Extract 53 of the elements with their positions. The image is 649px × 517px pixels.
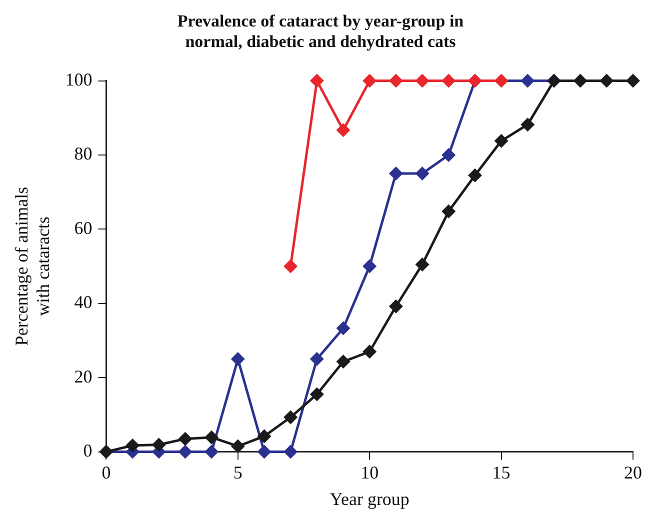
point: [415, 257, 430, 272]
point: [494, 134, 508, 148]
point: [520, 118, 535, 132]
x-tick-label: 15: [492, 462, 510, 482]
point: [178, 444, 192, 459]
x-tick-label: 20: [624, 462, 642, 482]
point: [204, 430, 219, 444]
point: [257, 444, 272, 459]
x-tick-label: 5: [233, 462, 242, 482]
x-axis-title: Year group: [330, 488, 410, 509]
point: [126, 438, 140, 452]
y-tick-label: 0: [83, 440, 92, 461]
point: [310, 352, 324, 366]
point: [284, 410, 298, 424]
y-axis-title: Percentage of animals with cataracts: [12, 186, 54, 346]
point: [388, 166, 403, 181]
point: [310, 74, 324, 88]
x-tick-label: 0: [102, 462, 111, 482]
point: [520, 74, 535, 88]
point: [336, 123, 350, 138]
point: [257, 429, 272, 444]
y-tick-label: 60: [74, 218, 92, 238]
point: [362, 74, 377, 88]
point: [230, 352, 245, 366]
point: [626, 74, 640, 88]
point: [310, 387, 324, 402]
point: [230, 439, 245, 454]
point: [442, 204, 456, 218]
y-tick-label: 100: [65, 70, 92, 90]
point: [152, 438, 166, 452]
point: [362, 344, 377, 359]
point: [336, 354, 350, 369]
chart-title: Prevalence of cataract by year-group in normal, diabetic and dehydrated cats: [177, 12, 464, 51]
point: [362, 259, 377, 274]
point: [415, 74, 430, 88]
point: [442, 148, 456, 162]
y-tick-label: 40: [74, 292, 92, 312]
point: [468, 168, 482, 182]
point: [494, 74, 508, 88]
point: [388, 299, 403, 314]
point: [388, 74, 403, 88]
point: [600, 74, 614, 88]
point: [178, 432, 192, 446]
point: [442, 74, 456, 88]
point: [573, 74, 588, 88]
point: [415, 166, 430, 181]
y-tick-label: 80: [74, 144, 92, 164]
point: [204, 444, 219, 459]
point: [284, 259, 298, 274]
y-tick-label: 20: [74, 366, 92, 386]
x-tick-label: 10: [360, 462, 379, 482]
point: [284, 444, 298, 459]
point: [336, 321, 350, 336]
